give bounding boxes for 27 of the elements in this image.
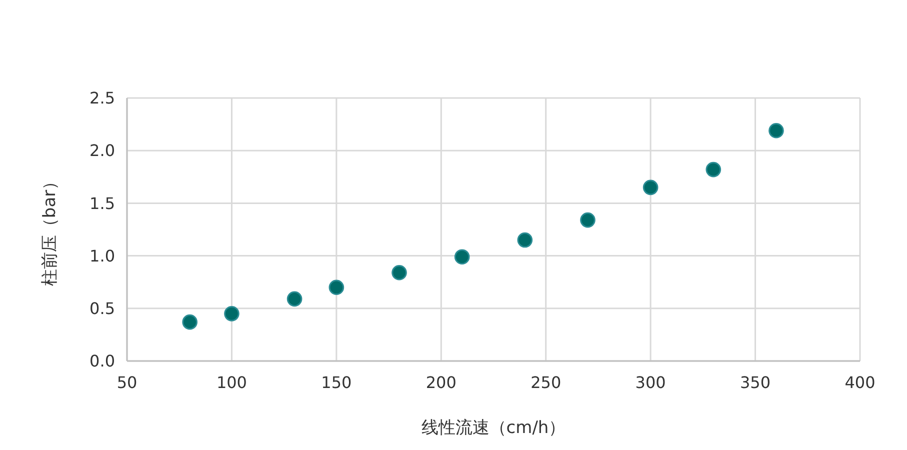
point <box>392 264 407 280</box>
x-tick-label: 350 <box>740 373 771 392</box>
point <box>286 291 302 307</box>
y-tick-label: 2.0 <box>90 141 115 160</box>
x-tick-label: 250 <box>530 373 562 392</box>
x-tick-label: 50 <box>116 373 138 392</box>
point <box>580 212 596 228</box>
point <box>768 122 784 138</box>
point <box>182 314 198 330</box>
x-tick-label: 200 <box>426 373 456 392</box>
x-tick-label: 100 <box>216 373 247 392</box>
x-tick-label: 150 <box>321 373 352 392</box>
point <box>328 280 344 296</box>
y-tick-label: 1.5 <box>90 194 115 213</box>
x-tick-label: 300 <box>635 373 666 392</box>
point <box>642 180 658 196</box>
x-tick-label: 400 <box>844 373 876 392</box>
point <box>517 232 533 248</box>
point <box>454 249 470 264</box>
x-axis-title: 线性流速（cm/h） <box>421 418 566 438</box>
point <box>706 162 722 178</box>
y-axis-title: 柱前压（bar） <box>40 172 60 286</box>
y-tick-label: 2.5 <box>90 88 115 108</box>
y-tick-label: 0.0 <box>90 352 115 371</box>
y-tick-label: 0.5 <box>90 299 115 318</box>
y-tick-label: 1.0 <box>90 246 115 266</box>
point <box>224 306 240 322</box>
